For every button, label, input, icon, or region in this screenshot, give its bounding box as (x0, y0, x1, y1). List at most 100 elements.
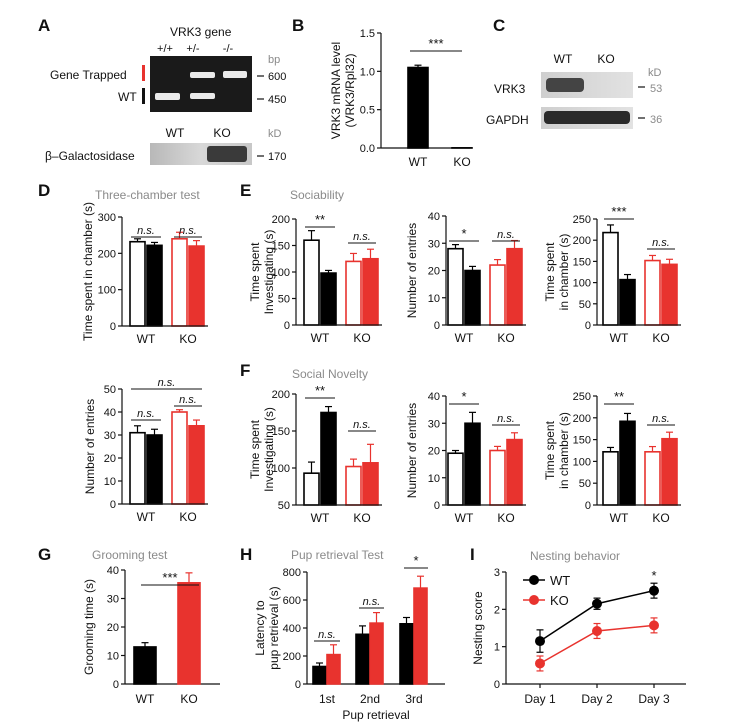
gel-lane-label: +/- (186, 43, 199, 55)
panel-letter-d: D (38, 181, 50, 200)
y-tick-label: 30 (428, 238, 440, 250)
y-tick-label: 0 (284, 320, 290, 332)
bar (644, 451, 661, 506)
x-tick-label: KO (179, 332, 196, 346)
gel-image (150, 56, 252, 112)
y-tick-label: 800 (283, 567, 301, 579)
bar (171, 238, 188, 327)
y-tick-label: 50 (104, 384, 116, 396)
x-tick-label: KO (652, 511, 669, 525)
data-point (649, 585, 659, 596)
bar (489, 264, 506, 326)
bar (129, 431, 146, 505)
y-tick-label: 0 (110, 499, 116, 511)
y-tick-label: 200 (283, 651, 301, 663)
y-tick-label: 1.0 (360, 66, 375, 78)
significance-label: n.s. (652, 413, 670, 425)
bar (369, 622, 384, 685)
x-tick-label: KO (497, 331, 514, 345)
y-tick-label: 1.5 (360, 28, 375, 40)
y-tick-label: 3 (494, 567, 500, 579)
y-tick-label: 150 (573, 435, 591, 447)
bar (464, 422, 481, 506)
x-tick-label: WT (455, 511, 474, 525)
size-marker: 36 (650, 114, 662, 126)
y-axis-label: Latency to (253, 600, 267, 656)
data-point (535, 658, 545, 669)
bar (345, 465, 362, 506)
x-tick-label: WT (455, 331, 474, 345)
significance-label: ** (315, 383, 325, 398)
y-axis-label: Time spent (248, 419, 262, 479)
bar (661, 263, 678, 326)
x-tick-label: WT (610, 331, 629, 345)
blot-band (544, 111, 630, 124)
y-tick-label: 20 (428, 266, 440, 278)
wt-label: WT (118, 90, 137, 104)
y-axis-label: VRK3 mRNA level (329, 42, 343, 139)
y-tick-label: 20 (107, 622, 119, 634)
x-tick-label: KO (652, 331, 669, 345)
y-tick-label: 0 (585, 320, 591, 332)
significance-label: n.s. (652, 237, 670, 249)
significance-label: n.s. (363, 596, 381, 608)
data-point (649, 620, 659, 631)
x-tick-label: 2nd (360, 692, 380, 706)
y-tick-label: 0 (434, 500, 440, 512)
significance-label: n.s. (497, 413, 515, 425)
y-tick-label: 0 (110, 321, 116, 333)
significance-label: n.s. (137, 408, 155, 420)
bar (399, 622, 414, 685)
x-tick-label: KO (497, 511, 514, 525)
y-tick-label: 50 (278, 500, 290, 512)
panel-title-h: Pup retrieval Test (291, 548, 384, 562)
significance-label: n.s. (179, 225, 197, 237)
gene-trapped-label: Gene Trapped (50, 68, 127, 82)
significance-label: * (461, 226, 466, 241)
blot-row-label: VRK3 (494, 82, 526, 96)
panel-letter-c: C (493, 16, 505, 35)
bar (602, 231, 619, 326)
data-point (535, 636, 545, 647)
y-tick-label: 40 (104, 407, 116, 419)
bar (644, 259, 661, 326)
x-tick-label: KO (179, 510, 196, 524)
y-tick-label: 1 (494, 642, 500, 654)
blot-lane-label: WT (554, 52, 573, 66)
y-axis-label: Number of entries (83, 399, 97, 494)
x-tick-label: KO (180, 692, 197, 706)
x-tick-label: WT (409, 155, 428, 169)
legend-label: KO (550, 593, 569, 608)
y-tick-label: 200 (573, 413, 591, 425)
bar (146, 434, 163, 505)
y-tick-label: 100 (573, 456, 591, 468)
gel-lane-label: -/- (223, 43, 234, 55)
bar (129, 240, 146, 327)
y-tick-label: 150 (573, 256, 591, 268)
gel-band (223, 71, 247, 78)
protein-label: β–Galactosidase (45, 149, 135, 163)
y-tick-label: 30 (428, 418, 440, 430)
x-tick-label: WT (137, 332, 156, 346)
gel-band (190, 93, 215, 99)
bar (362, 462, 379, 506)
bar (171, 411, 188, 505)
y-axis-label: Investigating (s) (262, 230, 276, 315)
y-axis-label: pup retrieval (s) (267, 586, 281, 669)
panel-title-d: Three-chamber test (95, 188, 200, 202)
gel-band (190, 72, 215, 78)
y-tick-label: 0 (494, 679, 500, 691)
y-tick-label: 200 (98, 248, 116, 260)
y-tick-label: 10 (107, 651, 119, 663)
bar (320, 272, 337, 326)
y-tick-label: 30 (107, 594, 119, 606)
gene-trapped-indicator (142, 65, 145, 81)
y-tick-label: 20 (428, 446, 440, 458)
y-tick-label: 50 (579, 299, 591, 311)
y-axis-label: in chamber (s) (557, 412, 571, 489)
y-tick-label: 0 (585, 500, 591, 512)
significance-label: n.s. (353, 419, 371, 431)
y-tick-label: 200 (272, 214, 290, 226)
x-tick-label: WT (311, 331, 330, 345)
x-tick-label: Day 3 (638, 692, 670, 706)
